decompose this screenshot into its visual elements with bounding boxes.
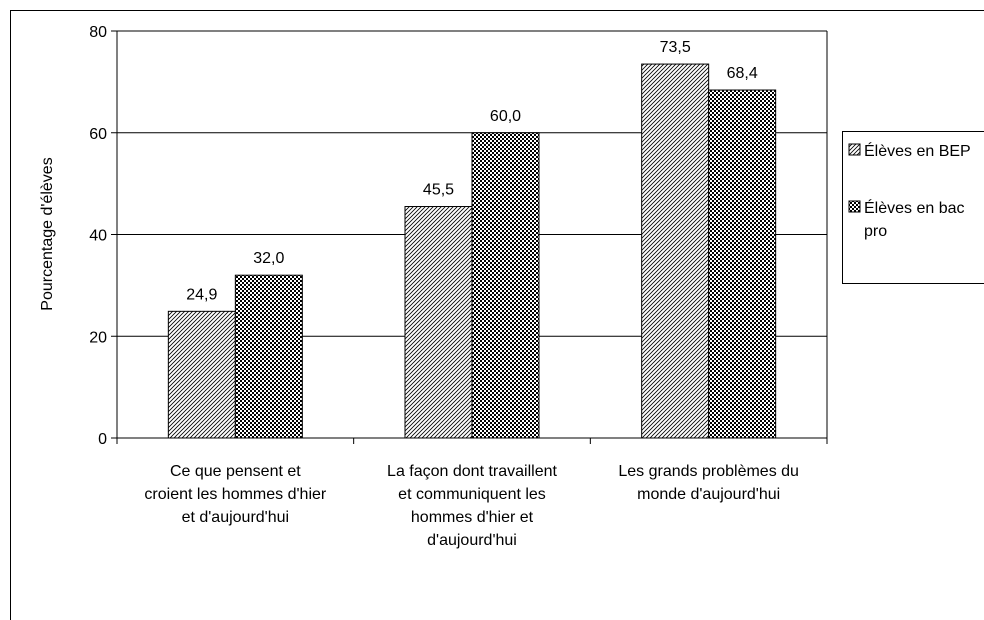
value-label: 32,0: [253, 250, 284, 267]
text-line: d'aujourd'hui: [427, 532, 517, 549]
text-line: et communiquent les: [398, 486, 546, 503]
bar: [404, 206, 473, 439]
y-tick-label: 20: [89, 329, 107, 346]
y-tick-label: 0: [98, 431, 107, 448]
bar: [708, 89, 777, 439]
bar: [234, 274, 303, 439]
x-tick-label: Les grands problèmes du monde d'aujourd'h…: [618, 463, 799, 503]
value-label: 60,0: [490, 108, 521, 125]
value-label: 73,5: [660, 39, 691, 56]
text-line: pro: [864, 223, 887, 240]
text-line: et d'aujourd'hui: [182, 509, 290, 526]
y-axis-label: Pourcentage d'élèves: [39, 157, 56, 310]
text-line: monde d'aujourd'hui: [637, 486, 780, 503]
legend-label: Élèves en BEP: [864, 141, 971, 160]
legend-box: [842, 131, 984, 284]
value-label: 68,4: [727, 65, 758, 82]
value-label: 45,5: [423, 182, 454, 199]
text-line: Les grands problèmes du: [618, 463, 799, 480]
bar: [641, 63, 710, 439]
bar: [471, 132, 540, 439]
text-line: Élèves en BEP: [864, 141, 971, 160]
value-label: 24,9: [186, 286, 217, 303]
text-line: croient les hommes d'hier: [144, 486, 326, 503]
text-line: hommes d'hier et: [411, 509, 534, 526]
text-line: La façon dont travaillent: [387, 463, 557, 480]
legend-label: Élèves en bac pro: [864, 198, 965, 240]
x-tick-label: Ce que pensent et croient les hommes d'hi…: [144, 463, 326, 526]
legend-swatch: [848, 143, 861, 156]
x-tick-label: La façon dont travaillent et communiquent…: [387, 463, 557, 549]
legend-swatch: [848, 200, 861, 213]
y-tick-label: 40: [89, 228, 107, 245]
y-tick-label: 60: [89, 126, 107, 143]
text-line: Élèves en bac: [864, 198, 965, 217]
y-tick-label: 80: [89, 24, 107, 41]
text-line: Ce que pensent et: [170, 463, 301, 480]
bar: [167, 310, 236, 439]
